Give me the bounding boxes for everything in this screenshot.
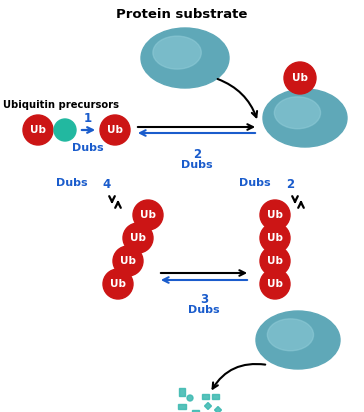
Circle shape (260, 269, 290, 299)
Text: Ub: Ub (110, 279, 126, 289)
FancyBboxPatch shape (211, 393, 218, 398)
FancyBboxPatch shape (191, 410, 198, 412)
FancyBboxPatch shape (202, 393, 209, 398)
Circle shape (23, 115, 53, 145)
Text: 3: 3 (200, 293, 208, 306)
Circle shape (113, 246, 143, 276)
Circle shape (100, 115, 130, 145)
Polygon shape (205, 403, 211, 410)
Ellipse shape (274, 97, 321, 129)
Ellipse shape (267, 319, 313, 351)
Circle shape (260, 223, 290, 253)
Text: 4: 4 (103, 178, 111, 191)
Text: Protein substrate: Protein substrate (116, 8, 248, 21)
Circle shape (187, 395, 193, 401)
Text: 1: 1 (84, 112, 92, 124)
Circle shape (103, 269, 133, 299)
Circle shape (123, 223, 153, 253)
Circle shape (260, 200, 290, 230)
Text: Ubiquitin precursors: Ubiquitin precursors (3, 100, 119, 110)
Text: Dubs: Dubs (56, 178, 88, 188)
Text: Dubs: Dubs (188, 305, 220, 315)
Ellipse shape (256, 311, 340, 369)
Circle shape (284, 62, 316, 94)
Text: 2: 2 (286, 178, 294, 191)
Text: Dubs: Dubs (72, 143, 104, 153)
Text: Dubs: Dubs (239, 178, 271, 188)
Text: Ub: Ub (267, 210, 283, 220)
Ellipse shape (263, 89, 347, 147)
Text: Ub: Ub (267, 256, 283, 266)
FancyBboxPatch shape (178, 403, 186, 409)
Ellipse shape (153, 36, 201, 69)
Text: Dubs: Dubs (181, 160, 213, 170)
Text: Ub: Ub (267, 233, 283, 243)
Text: Ub: Ub (140, 210, 156, 220)
FancyBboxPatch shape (179, 388, 185, 396)
Ellipse shape (141, 28, 229, 88)
Text: Ub: Ub (30, 125, 46, 135)
Circle shape (54, 119, 76, 141)
Text: 2: 2 (193, 148, 201, 161)
Text: Ub: Ub (120, 256, 136, 266)
Text: Ub: Ub (107, 125, 123, 135)
Polygon shape (214, 407, 222, 412)
Text: Ub: Ub (292, 73, 308, 83)
Circle shape (260, 246, 290, 276)
Text: Ub: Ub (130, 233, 146, 243)
Circle shape (133, 200, 163, 230)
Text: Ub: Ub (267, 279, 283, 289)
